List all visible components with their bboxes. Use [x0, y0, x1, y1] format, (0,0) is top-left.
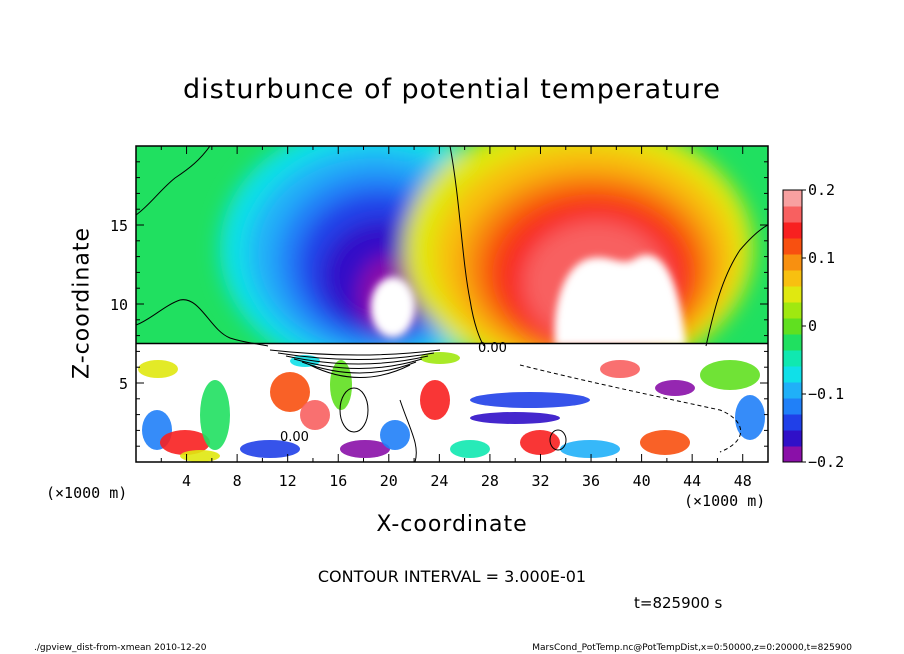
colorbar-segment-5	[783, 366, 802, 383]
colorbar-segment-0	[783, 446, 802, 463]
contour-dashed-1	[519, 364, 742, 453]
streak-20	[450, 440, 490, 458]
colorbar-segment-3	[783, 398, 802, 415]
y-tick-label-10: 10	[110, 296, 128, 314]
x-tick-label-12: 12	[279, 472, 297, 490]
contour-lower-2	[339, 387, 369, 433]
x-tick-label-36: 36	[582, 472, 600, 490]
streak-19	[420, 352, 460, 364]
streak-18	[600, 360, 640, 378]
contour-interval: CONTOUR INTERVAL = 3.000E-01	[317, 567, 587, 586]
contour-zero-topleft	[136, 146, 211, 216]
streak-15	[640, 430, 690, 455]
contour-wave-4	[301, 361, 417, 374]
colorbar-segment-15	[783, 206, 802, 223]
y-tick-label-5: 5	[119, 375, 128, 393]
streak-0	[138, 360, 178, 378]
streak-16	[700, 360, 760, 390]
colorbar-segment-14	[783, 222, 802, 239]
colorbar-label-1: 0.1	[808, 249, 835, 267]
footer-right: MarsCond_PotTemp.nc@PotTempDist,x=0:5000…	[532, 643, 852, 653]
colorbar-segment-6	[783, 350, 802, 367]
colorbar-label-3: −0.1	[808, 385, 844, 403]
contour-zero-mid	[449, 146, 485, 347]
y-axis-ticks: 5 10 15	[110, 161, 768, 447]
contour-label-1: 0.00	[478, 341, 507, 356]
streak-7	[340, 440, 390, 458]
colorbar-segment-12	[783, 254, 802, 271]
contour-wave-3	[293, 358, 423, 369]
contour-lower-1	[399, 399, 417, 462]
contour-wave-0	[269, 349, 441, 356]
colorbar-segment-10	[783, 286, 802, 303]
y-axis-label: Z-coordinate	[69, 227, 95, 379]
colorbar-segment-2	[783, 414, 802, 431]
streak-10	[420, 380, 450, 420]
time-label: t=825900 s	[634, 594, 723, 612]
x-axis-ticks: 4 8 12 16 20 24 28 32 36 40 44 48	[160, 146, 752, 490]
x-tick-label-44: 44	[683, 472, 701, 490]
x-axis-unit: (×1000 m)	[684, 492, 766, 510]
lower-layer-streaks	[138, 352, 765, 462]
footer-left: ./gpview_dist-from-xmean 2010-12-20	[34, 643, 207, 653]
x-tick-label-20: 20	[380, 472, 398, 490]
x-tick-label-8: 8	[233, 472, 242, 490]
potential-temperature-field: 0.00 0.00	[136, 146, 768, 462]
warm-core	[554, 255, 686, 346]
streak-2	[160, 430, 210, 455]
contour-lower-3	[549, 429, 567, 451]
colorbar-label-0: 0.2	[808, 181, 835, 199]
colorbar: 0.2 0.1 0 −0.1 −0.2	[782, 181, 844, 471]
streak-23	[655, 380, 695, 396]
contour-lines	[136, 146, 768, 462]
colorbar-segment-13	[783, 238, 802, 255]
x-tick-label-16: 16	[329, 472, 347, 490]
x-tick-label-40: 40	[633, 472, 651, 490]
colorbar-segment-1	[783, 430, 802, 447]
colorbar-segment-4	[783, 382, 802, 399]
streak-12	[470, 412, 560, 424]
streak-11	[470, 392, 590, 408]
streak-3	[200, 380, 230, 450]
colorbar-segment-9	[783, 302, 802, 319]
contour-wave-5	[309, 364, 411, 378]
streak-13	[520, 430, 560, 455]
contour-label-0: 0.00	[280, 430, 309, 445]
chart-title: disturbunce of potential temperature	[183, 74, 721, 105]
y-axis-unit: (×1000 m)	[46, 484, 128, 502]
streak-14	[560, 440, 620, 458]
colorbar-segment-8	[783, 318, 802, 335]
colorbar-label-4: −0.2	[808, 453, 844, 471]
contour-wave-1	[277, 352, 435, 360]
streak-6	[300, 400, 330, 430]
y-tick-label-15: 15	[110, 217, 128, 235]
streak-21	[180, 450, 220, 462]
x-tick-label-48: 48	[734, 472, 752, 490]
streak-17	[735, 395, 765, 440]
x-tick-label-4: 4	[182, 472, 191, 490]
streak-4	[240, 440, 300, 458]
contour-zero-right	[705, 224, 768, 347]
contour-wave-2	[285, 355, 429, 365]
x-tick-label-32: 32	[531, 472, 549, 490]
streak-9	[380, 420, 410, 450]
colorbar-label-2: 0	[808, 317, 817, 335]
colorbar-segment-11	[783, 270, 802, 287]
colorbar-segment-16	[783, 190, 802, 207]
x-tick-label-28: 28	[481, 472, 499, 490]
x-axis-label: X-coordinate	[376, 512, 528, 537]
cold-core	[370, 277, 415, 338]
colorbar-segment-7	[783, 334, 802, 351]
streak-5	[270, 372, 310, 412]
x-tick-label-24: 24	[430, 472, 448, 490]
